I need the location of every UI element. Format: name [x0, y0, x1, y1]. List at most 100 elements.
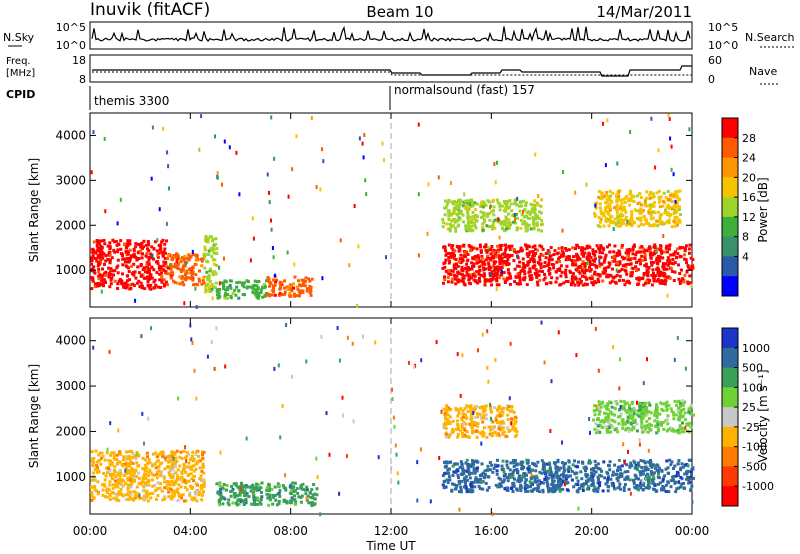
power-cell [630, 212, 634, 216]
power-cell [583, 247, 587, 251]
power-cell [474, 270, 478, 274]
power-cell [447, 272, 451, 276]
velocity-cell [643, 461, 647, 465]
power-cell [593, 253, 597, 257]
velocity-cell [477, 348, 479, 353]
velocity-cell [445, 409, 449, 413]
velocity-cell [198, 490, 202, 494]
velocity-cell [487, 379, 490, 384]
power-cell [97, 262, 101, 266]
velocity-cell [489, 410, 493, 414]
power-cell [465, 262, 469, 266]
power-cell [241, 283, 244, 287]
velocity-cell [482, 475, 486, 479]
velocity-cell [133, 494, 137, 498]
power-cell [459, 209, 463, 213]
velocity-cell [455, 407, 459, 411]
velocity-cell [563, 482, 566, 487]
power-cell [476, 215, 479, 219]
power-cell [107, 266, 111, 270]
velocity-cell [155, 471, 159, 474]
velocity-cell [310, 501, 314, 504]
velocity-cell [127, 457, 131, 461]
power-cell [560, 270, 564, 274]
power-cell [503, 206, 507, 210]
velocity-cell [482, 432, 486, 435]
power-cell [457, 211, 461, 215]
power-cell [143, 287, 147, 291]
power-cell [152, 257, 155, 261]
velocity-cell [551, 481, 555, 484]
velocity-cell [603, 411, 607, 415]
power-cell [663, 274, 667, 278]
power-cell [564, 258, 568, 262]
velocity-cell [626, 417, 630, 421]
power-cell [628, 281, 632, 285]
velocity-cell [159, 450, 163, 454]
power-cell [628, 222, 632, 226]
power-cell [638, 276, 641, 280]
velocity-cell [492, 466, 496, 470]
power-cell [523, 272, 527, 276]
power-cell [663, 211, 667, 215]
velocity-cell [446, 468, 450, 472]
power-cell [189, 267, 193, 270]
velocity-cell [575, 476, 579, 480]
velocity-cell [90, 450, 94, 454]
power-cell [447, 269, 451, 273]
velocity-cell [512, 468, 516, 472]
velocity-cell [116, 472, 120, 476]
power-cell [574, 190, 577, 195]
velocity-cell [475, 478, 479, 482]
velocity-cell [114, 479, 117, 483]
power-cell [628, 203, 632, 207]
velocity-cell [445, 413, 449, 417]
power-cell [191, 253, 195, 257]
power-cell [639, 219, 643, 223]
velocity-cell [442, 423, 446, 426]
velocity-cell [490, 463, 494, 467]
power-cell [308, 288, 312, 292]
power-cell [148, 286, 152, 290]
power-cell [233, 288, 237, 292]
power-cell [630, 219, 634, 223]
power-cell [506, 268, 510, 272]
velocity-cell [636, 400, 638, 405]
velocity-cell [113, 465, 117, 469]
velocity-cell [514, 427, 518, 431]
power-cell [615, 193, 619, 197]
velocity-cell [112, 496, 116, 500]
velocity-cell [635, 422, 639, 426]
velocity-cell [447, 467, 451, 471]
velocity-cell [126, 493, 130, 497]
power-cell [364, 178, 367, 183]
velocity-cell [552, 473, 556, 477]
power-cell [91, 279, 95, 283]
power-cell [139, 263, 143, 267]
x-tick-label: 20:00 [574, 524, 609, 538]
velocity-cell [100, 456, 103, 460]
velocity-cell [549, 487, 553, 491]
power-cell [308, 291, 312, 295]
velocity-cell [672, 413, 676, 417]
velocity-cell [238, 491, 242, 495]
velocity-cell [661, 479, 665, 483]
power-cell [182, 258, 186, 262]
power-cell [473, 224, 477, 228]
power-cell [491, 254, 495, 258]
velocity-cell [177, 495, 181, 498]
power-cell [489, 205, 491, 210]
power-cell [513, 198, 517, 202]
power-cell [459, 211, 463, 215]
power-cell [295, 285, 299, 289]
power-cell [620, 255, 624, 259]
velocity-cell [490, 416, 492, 421]
velocity-cell [528, 480, 532, 484]
velocity-cell [301, 482, 305, 486]
power-cell [650, 263, 654, 267]
velocity-cell [497, 434, 501, 438]
velocity-cell [305, 359, 308, 364]
velocity-cell [616, 476, 620, 479]
velocity-cell [479, 481, 483, 484]
velocity-cell [279, 435, 282, 440]
